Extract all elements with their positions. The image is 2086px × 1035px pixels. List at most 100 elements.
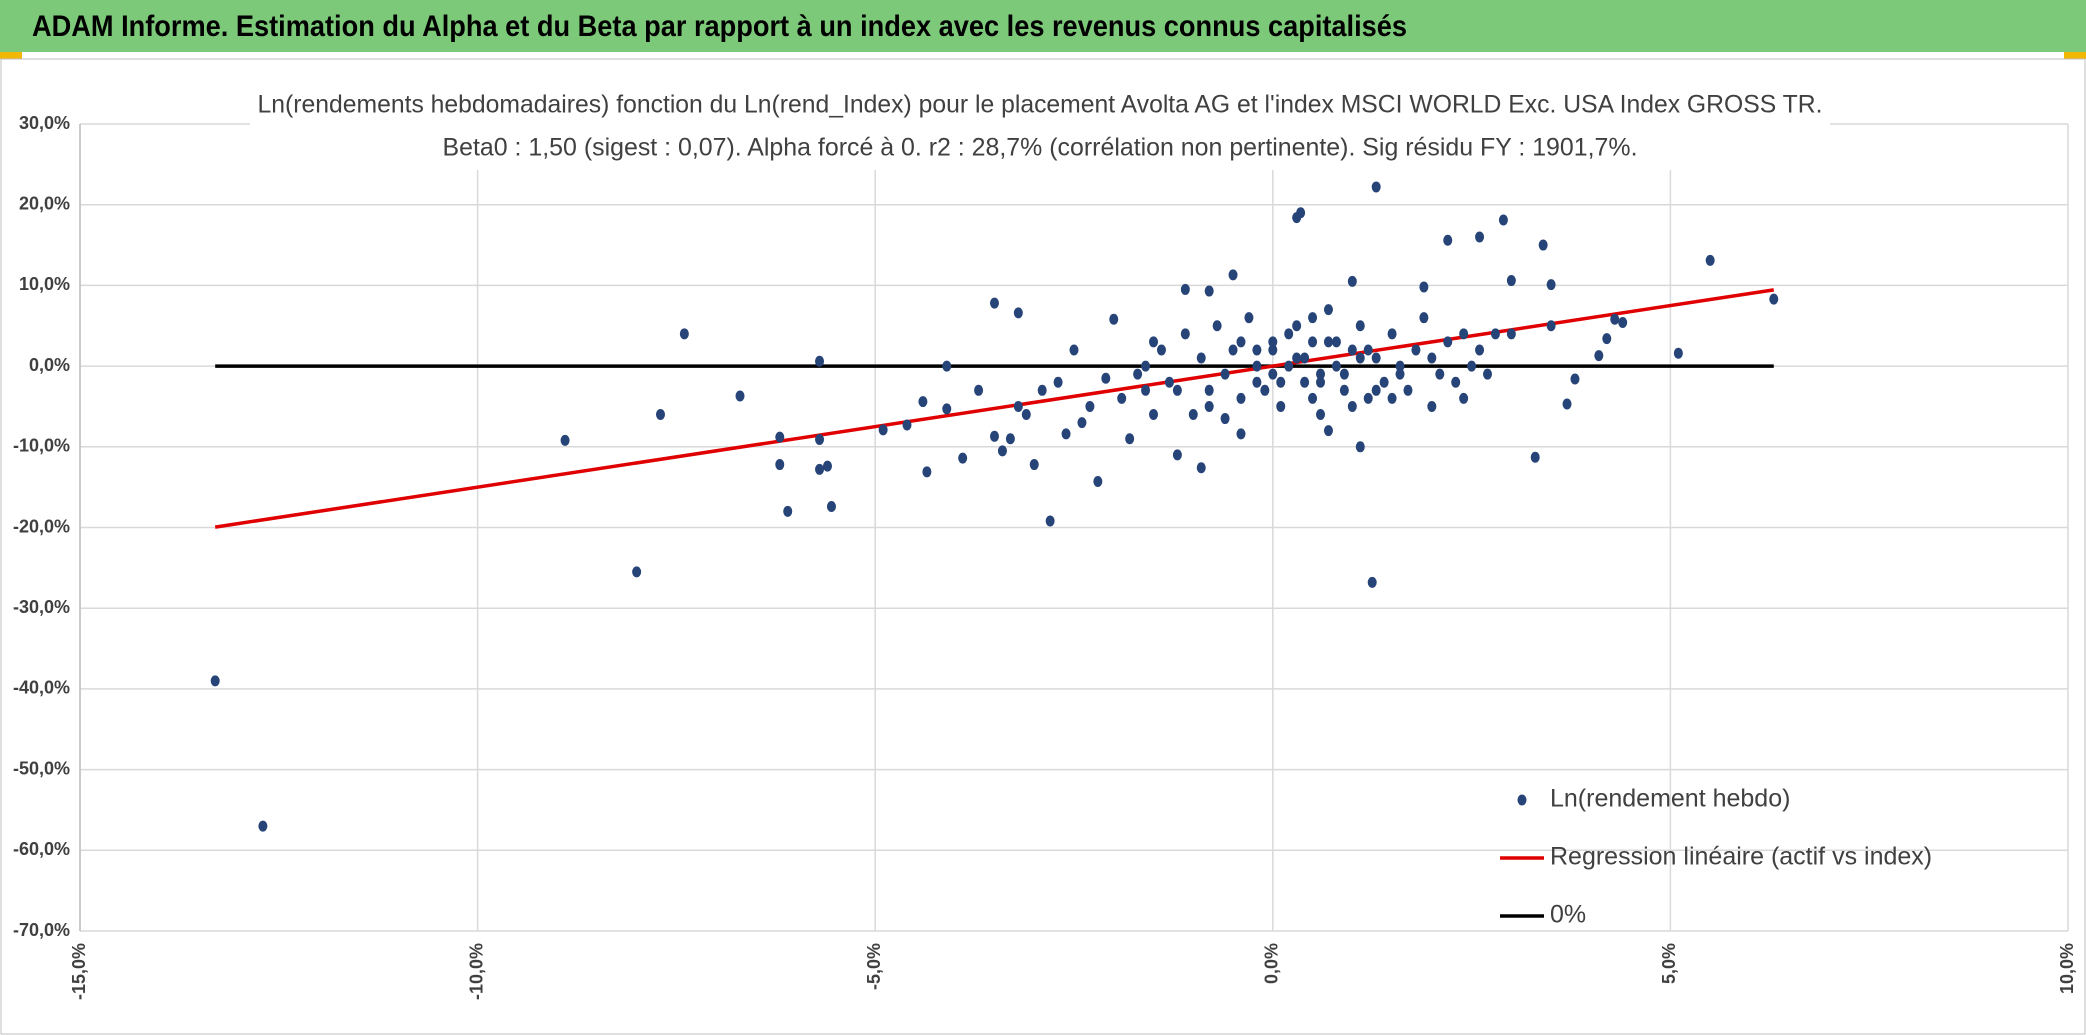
data-point — [1427, 352, 1437, 364]
y-tick-label: 0,0% — [29, 355, 70, 375]
chart-title: Ln(rendements hebdomadaires) fonction du… — [258, 91, 1823, 119]
data-point — [1308, 336, 1318, 348]
data-point — [826, 501, 836, 513]
data-point — [1013, 307, 1023, 319]
data-point — [1204, 400, 1214, 412]
data-point — [1093, 476, 1103, 488]
title-background — [250, 86, 1830, 170]
data-point — [1228, 269, 1238, 281]
data-point — [1125, 433, 1135, 445]
data-point — [1673, 347, 1683, 359]
data-point — [1276, 400, 1286, 412]
y-tick-label: 20,0% — [19, 193, 70, 213]
data-point — [902, 419, 912, 431]
data-point — [1443, 336, 1453, 348]
data-point — [1244, 312, 1254, 324]
data-point — [1331, 360, 1341, 372]
x-tick-label: 10,0% — [2057, 943, 2077, 994]
y-tick-label: -50,0% — [13, 758, 70, 778]
data-point — [1419, 281, 1429, 293]
x-tick-label: 5,0% — [1659, 943, 1679, 984]
data-point — [1292, 352, 1302, 364]
data-point — [1252, 376, 1262, 388]
data-point — [1252, 360, 1262, 372]
legend-marker — [1517, 794, 1527, 806]
legend-label: Regression linéaire (actif vs index) — [1550, 843, 1932, 871]
data-point — [974, 384, 984, 396]
data-point — [1149, 409, 1159, 421]
data-point — [1260, 384, 1270, 396]
data-point — [942, 360, 952, 372]
data-point — [1228, 344, 1238, 356]
data-point — [1308, 312, 1318, 324]
chart-subtitle: Beta0 : 1,50 (sigest : 0,07). Alpha forc… — [443, 134, 1638, 162]
data-point — [1419, 312, 1429, 324]
y-tick-label: -40,0% — [13, 678, 70, 698]
data-point — [1300, 376, 1310, 388]
data-point — [1141, 384, 1151, 396]
data-point — [1292, 320, 1302, 332]
data-point — [1371, 384, 1381, 396]
data-point — [1284, 360, 1294, 372]
data-point — [1061, 428, 1071, 440]
data-point — [1435, 368, 1445, 380]
data-point — [1387, 328, 1397, 340]
data-point — [258, 820, 268, 832]
data-point — [1021, 409, 1031, 421]
data-point — [1085, 400, 1095, 412]
data-point — [783, 505, 793, 517]
data-point — [1546, 320, 1556, 332]
data-point — [775, 459, 785, 471]
data-point — [1443, 234, 1453, 246]
data-point — [1308, 392, 1318, 404]
data-point — [1395, 368, 1405, 380]
data-point — [1323, 425, 1333, 437]
data-point — [942, 403, 952, 415]
data-point — [1180, 283, 1190, 295]
data-point — [1053, 376, 1063, 388]
data-point — [1490, 328, 1500, 340]
data-point — [1451, 376, 1461, 388]
data-point — [1268, 336, 1278, 348]
data-point — [775, 431, 785, 443]
data-point — [1172, 449, 1182, 461]
data-point — [1347, 344, 1357, 356]
data-point — [1316, 368, 1326, 380]
x-tick-label: 0,0% — [1262, 943, 1282, 984]
legend-label: 0% — [1550, 901, 1586, 929]
data-point — [1427, 400, 1437, 412]
data-point — [1284, 328, 1294, 340]
data-point — [1029, 459, 1039, 471]
data-point — [210, 675, 220, 687]
data-point — [815, 434, 825, 446]
data-point — [1149, 336, 1159, 348]
data-point — [735, 390, 745, 402]
data-point — [1363, 344, 1373, 356]
data-point — [822, 460, 832, 472]
data-point — [1331, 336, 1341, 348]
data-point — [815, 355, 825, 367]
data-point — [1180, 328, 1190, 340]
data-point — [1323, 304, 1333, 316]
data-point — [1236, 428, 1246, 440]
data-point — [1268, 368, 1278, 380]
data-point — [1371, 352, 1381, 364]
data-point — [1363, 392, 1373, 404]
data-point — [560, 434, 570, 446]
data-point — [1296, 207, 1306, 219]
data-point — [918, 396, 928, 408]
data-point — [1252, 344, 1262, 356]
data-point — [815, 463, 825, 475]
data-point — [1037, 384, 1047, 396]
data-point — [997, 445, 1007, 457]
data-point — [1395, 360, 1405, 372]
data-point — [1045, 515, 1055, 527]
data-point — [1101, 372, 1111, 384]
y-tick-label: -60,0% — [13, 839, 70, 859]
data-point — [632, 566, 642, 578]
data-point — [878, 424, 888, 436]
data-point — [1196, 352, 1206, 364]
data-point — [1236, 392, 1246, 404]
data-point — [1220, 368, 1230, 380]
